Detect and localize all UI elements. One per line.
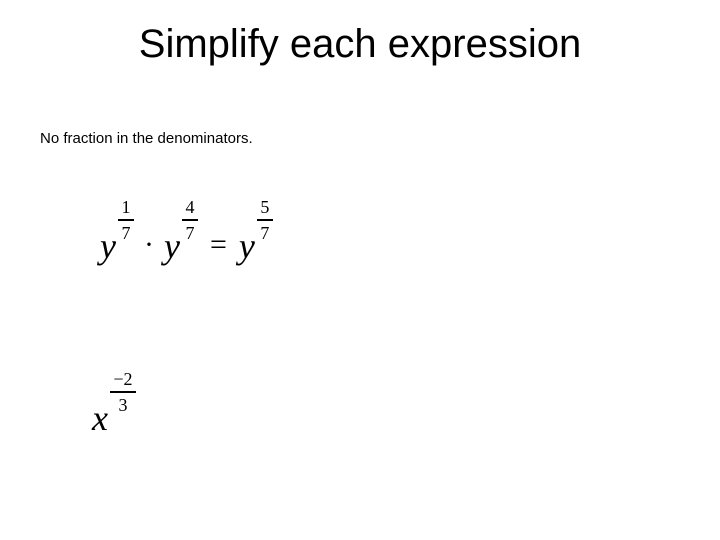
exponent-denominator: 7 xyxy=(185,222,194,242)
expression-row-1: y 1 7 · y 4 7 = y 5 7 xyxy=(100,198,273,264)
term-y-4-7: y 4 7 xyxy=(164,198,198,264)
fraction-bar xyxy=(110,391,136,393)
term-x-neg2-3: x −2 3 xyxy=(92,370,136,436)
equals-sign: = xyxy=(198,200,239,262)
exponent-denominator: 3 xyxy=(118,394,127,414)
term-y-1-7: y 1 7 xyxy=(100,198,134,264)
base-variable: y xyxy=(239,198,255,264)
exponent-denominator: 7 xyxy=(260,222,269,242)
term-y-5-7: y 5 7 xyxy=(239,198,273,264)
fraction-exponent: 4 7 xyxy=(182,198,198,242)
exponent-denominator: 7 xyxy=(121,222,130,242)
multiplication-dot: · xyxy=(134,200,164,262)
base-variable: y xyxy=(100,198,116,264)
fraction-bar xyxy=(118,219,134,221)
base-variable: x xyxy=(92,370,108,436)
fraction-exponent: −2 3 xyxy=(110,370,136,414)
exponent-numerator: 5 xyxy=(260,198,269,218)
instruction-text: No fraction in the denominators. xyxy=(40,130,253,147)
expression-row-2: x −2 3 xyxy=(92,370,136,436)
base-variable: y xyxy=(164,198,180,264)
exponent-numerator: −2 xyxy=(113,370,132,390)
fraction-bar xyxy=(257,219,273,221)
exponent-numerator: 4 xyxy=(185,198,194,218)
fraction-exponent: 1 7 xyxy=(118,198,134,242)
fraction-bar xyxy=(182,219,198,221)
page-title: Simplify each expression xyxy=(0,22,720,67)
fraction-exponent: 5 7 xyxy=(257,198,273,242)
exponent-numerator: 1 xyxy=(121,198,130,218)
